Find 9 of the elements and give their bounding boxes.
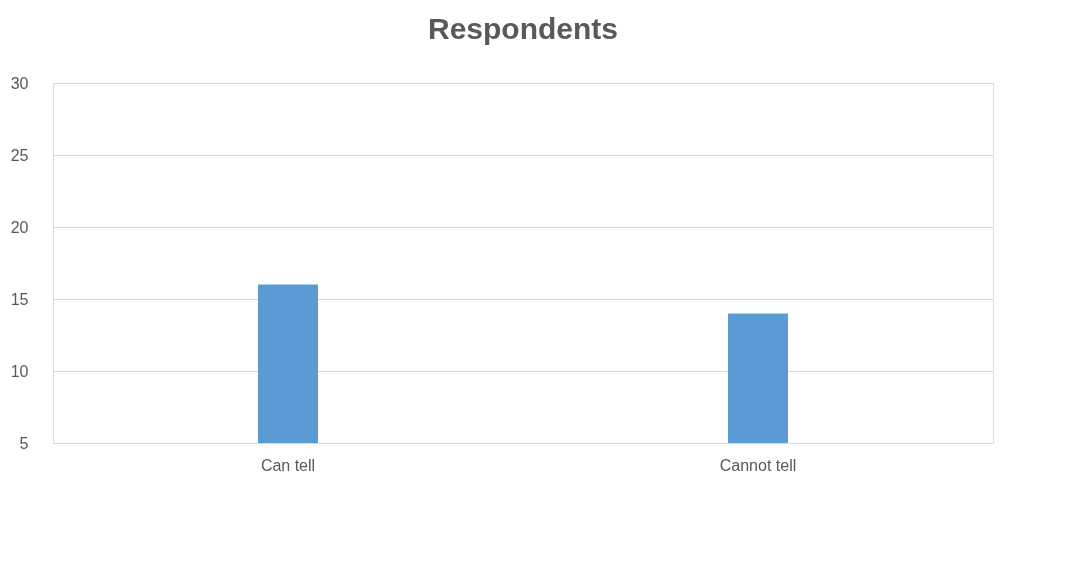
- y-tick-label: 20: [10, 218, 29, 236]
- y-tick-label: 25: [10, 146, 29, 164]
- y-tick-label: 10: [10, 362, 29, 380]
- x-tick-label: Cannot tell: [719, 456, 797, 474]
- y-tick-label: 30: [10, 74, 29, 92]
- y-tick-label: 5: [19, 434, 29, 452]
- y-tick-label: 15: [10, 290, 29, 308]
- x-tick-label: Can tell: [260, 456, 316, 474]
- chart-title: Respondents: [427, 12, 619, 45]
